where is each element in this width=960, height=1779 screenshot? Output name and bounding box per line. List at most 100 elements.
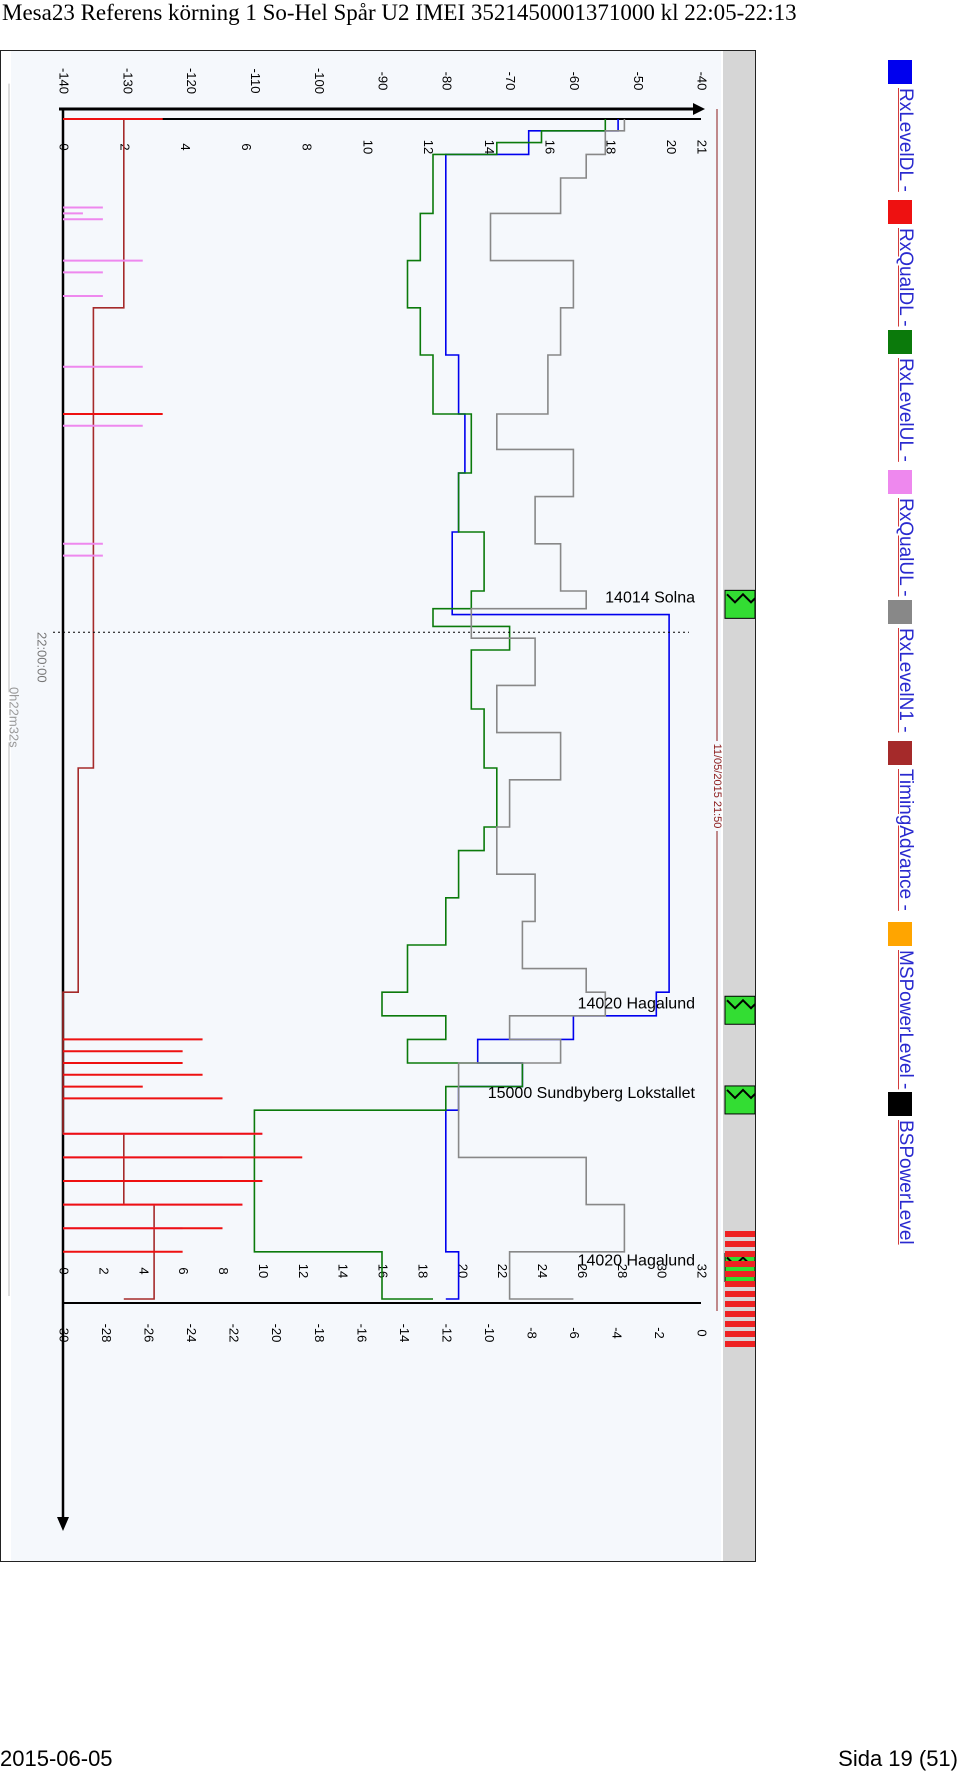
tick-label: -26 — [142, 1324, 157, 1343]
tick-label: -40 — [695, 72, 710, 91]
annotation-label: 14014 Solna — [605, 589, 695, 606]
handover-marker — [725, 1261, 755, 1267]
tick-label: -90 — [376, 72, 391, 91]
tick-label: -24 — [184, 1324, 199, 1343]
cell-marker — [724, 1085, 755, 1115]
legend-swatch — [888, 470, 912, 495]
handover-marker — [725, 1331, 755, 1337]
tick-label: 10 — [360, 140, 375, 154]
legend-label: MSPowerLevel - — [895, 949, 916, 1089]
footer-date: 2015-06-05 — [0, 1746, 113, 1771]
tick-label: 0 — [695, 1329, 710, 1336]
legend-label: RxQualDL - — [895, 228, 916, 327]
tick-label: 0 — [57, 1267, 72, 1274]
legend-label: RxLevelDL - — [895, 88, 916, 192]
legend-swatch — [888, 1092, 912, 1117]
tick-label: -28 — [99, 1324, 114, 1343]
tick-label: 10 — [256, 1264, 271, 1278]
tick-label: 14 — [482, 140, 497, 154]
cell-marker-glyph — [726, 592, 755, 604]
legend-label: RxQualUL - — [895, 498, 916, 597]
cell-marker — [724, 1253, 755, 1282]
tick-label: -80 — [439, 72, 454, 91]
tick-label: 21 — [695, 140, 710, 154]
tick-label: -110 — [248, 68, 263, 93]
tick-label: 18 — [415, 1264, 430, 1278]
handover-marker — [725, 1231, 755, 1237]
legend-label: RxLevelUL - — [895, 358, 916, 463]
legend-swatch — [888, 60, 912, 84]
time-axis-arrow — [57, 1517, 69, 1531]
tick-label: 32 — [695, 1264, 710, 1278]
tick-label: -4 — [609, 1327, 624, 1339]
page-title: Mesa23 Referens körning 1 So-Hel Spår U2… — [2, 0, 797, 25]
tick-label: -50 — [631, 72, 646, 91]
annotation-label: 14020 Hagalund — [578, 995, 695, 1012]
legend: RxLevelDL - RxQualDL - RxLevelUL - RxQualUL… — [880, 60, 920, 1390]
tick-label: 20 — [455, 1264, 470, 1278]
tick-label: -16 — [354, 1324, 369, 1343]
tick-label: 4 — [136, 1267, 151, 1274]
legend-label: TimingAdvance - — [895, 768, 916, 911]
legend-swatch — [888, 921, 912, 946]
plot-area — [11, 51, 721, 1561]
tick-label: 26 — [575, 1264, 590, 1278]
side-strip — [723, 51, 755, 1561]
tick-label: 22 — [495, 1264, 510, 1278]
tick-label: -18 — [312, 1324, 327, 1343]
tick-label: -2 — [652, 1327, 667, 1339]
tick-label: 28 — [615, 1264, 630, 1278]
legend-swatch — [888, 330, 912, 355]
tick-label: -14 — [397, 1324, 412, 1343]
footer-page-number: Sida 19 (51) — [838, 1746, 958, 1771]
annotation-label: 15000 Sundbyberg Lokstallet — [488, 1085, 696, 1102]
tick-label: 0 — [57, 143, 72, 150]
tick-label: 16 — [543, 140, 558, 154]
tick-label: 6 — [239, 143, 254, 150]
handover-marker — [725, 1281, 755, 1287]
handover-marker — [725, 1321, 755, 1327]
cell-marker — [724, 995, 755, 1025]
series-line-rxlevelul — [253, 119, 607, 1300]
tick-label: -6 — [567, 1327, 582, 1339]
handover-marker — [725, 1311, 755, 1317]
tick-label: 20 — [664, 140, 679, 154]
tick-label: -120 — [184, 68, 199, 94]
handover-marker — [725, 1271, 755, 1277]
chart-plot: -140 -130 -120 -110 -100 -90 -80 -70 -60 -50 -400 2… — [1, 51, 755, 1561]
level-axis-arrow — [693, 103, 705, 115]
tick-label: -30 — [57, 1324, 72, 1343]
legend-label: BSPowerLevel — [895, 1120, 916, 1246]
tick-label: 6 — [176, 1267, 191, 1274]
tick-label: -100 — [312, 68, 327, 94]
tick-label: 16 — [376, 1264, 391, 1278]
handover-marker — [725, 1251, 755, 1257]
legend-swatch — [888, 200, 912, 225]
series-line-rxleveldl — [445, 119, 670, 1300]
tick-label: -140 — [57, 68, 72, 94]
tick-label: 30 — [655, 1264, 670, 1278]
annotation-label: 14020 Hagalund — [578, 1253, 695, 1270]
tick-label: 4 — [178, 143, 193, 150]
tick-label: 14 — [336, 1264, 351, 1278]
tick-label: 12 — [421, 140, 436, 154]
tick-label: 2 — [117, 143, 132, 150]
tick-label: 8 — [216, 1267, 231, 1274]
tick-label: -20 — [269, 1324, 284, 1343]
tick-label: 18 — [603, 140, 618, 154]
duration-label: 0h22m32s — [7, 687, 22, 748]
tick-label: -8 — [524, 1327, 539, 1339]
tick-label: 2 — [96, 1267, 111, 1274]
cell-marker-glyph — [726, 998, 755, 1010]
tick-label: -70 — [503, 72, 518, 91]
legend-swatch — [888, 740, 912, 765]
chart-frame: -140 -130 -120 -110 -100 -90 -80 -70 -60 -50 -40 0 2… — [0, 50, 756, 1562]
handover-marker — [725, 1291, 755, 1297]
tick-label: -60 — [567, 72, 582, 91]
tick-label: 24 — [535, 1264, 550, 1278]
tick-label: -12 — [439, 1324, 454, 1343]
cell-marker — [724, 589, 755, 619]
tick-label: -10 — [482, 1324, 497, 1343]
legend-swatch — [888, 600, 912, 625]
legend-label: RxLevelN1 - — [895, 628, 916, 733]
